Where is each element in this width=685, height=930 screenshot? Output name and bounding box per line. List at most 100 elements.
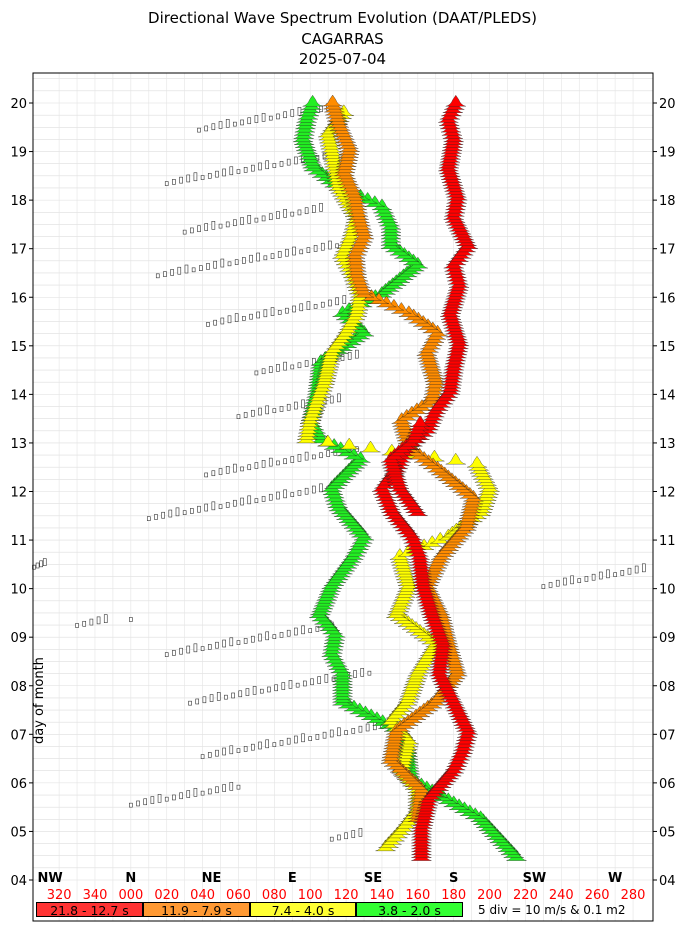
spectrum-box (276, 364, 280, 372)
x-tick-label: 200 (477, 888, 502, 903)
spectrum-box (222, 639, 226, 648)
spectrum-glyph-period-4 (302, 94, 323, 107)
spectrum-box (200, 754, 205, 759)
spectrum-tracks (293, 94, 527, 861)
spectrum-box (337, 727, 341, 737)
spectrum-box (313, 304, 318, 309)
y-tick-label-left: 12 (10, 486, 27, 501)
spectrum-box (220, 258, 225, 268)
spectrum-box (290, 109, 295, 117)
spectrum-box (182, 510, 187, 515)
spectrum-box (96, 616, 101, 625)
spectrum-box (207, 173, 212, 179)
x-tick-label: 280 (621, 888, 646, 903)
spectrum-box (175, 507, 180, 517)
y-tick-label-right: 08 (659, 680, 676, 695)
compass-label: SW (523, 871, 547, 886)
spectrum-box (313, 245, 318, 252)
spectrum-box (243, 167, 248, 173)
spectrum-box (75, 623, 79, 628)
spectrum-box (215, 786, 219, 794)
spectrum-box (360, 668, 365, 677)
spectrum-box (258, 407, 262, 416)
spectrum-box (164, 796, 169, 802)
spectrum-box (207, 644, 212, 650)
spectrum-box (358, 828, 363, 837)
spectrum-box (193, 172, 198, 182)
y-tick-label-left: 07 (10, 728, 27, 743)
spectrum-box (218, 468, 223, 475)
spectrum-box (292, 246, 296, 256)
spectrum-box (627, 567, 632, 575)
y-tick-label-left: 06 (10, 777, 27, 792)
spectrum-box (642, 563, 646, 573)
spectrum-box (261, 496, 266, 502)
spectrum-box (39, 560, 43, 568)
spectrum-glyph-period-4 (371, 198, 392, 211)
spectrum-box (227, 315, 232, 324)
y-axis-label: day of month (32, 657, 47, 744)
spectrum-box (218, 121, 223, 129)
spectrum-box (211, 221, 216, 230)
spectrum-box (290, 456, 295, 463)
legend-note: 5 div = 10 m/s & 0.1 m2 (478, 903, 626, 917)
spectrum-box (243, 412, 248, 418)
spectrum-box (259, 688, 264, 694)
spectrum-box (240, 497, 244, 506)
spectrum-box (251, 164, 255, 172)
spectrum-box (620, 570, 625, 576)
spectrum-box (249, 313, 253, 320)
y-tick-label-right: 11 (659, 534, 676, 549)
spectrum-box (254, 115, 259, 123)
spectrum-box (355, 446, 359, 453)
spectrum-box (555, 579, 560, 587)
spectrum-box (236, 169, 241, 174)
x-tick-label: 180 (441, 888, 466, 903)
spectrum-box (236, 640, 241, 645)
background-traces (32, 103, 646, 842)
x-tick-label: 060 (226, 888, 251, 903)
spectrum-box (288, 680, 293, 689)
spectrum-glyph-period-2 (361, 289, 382, 301)
spectrum-box (324, 674, 329, 683)
spectrum-box (277, 310, 282, 315)
spectrum-box (268, 115, 273, 121)
spectrum-box (225, 502, 230, 508)
spectrum-box (204, 125, 208, 132)
y-tick-label-left: 08 (10, 680, 27, 695)
spectrum-box (283, 489, 287, 499)
spectrum-box (290, 211, 295, 217)
spectrum-box (304, 207, 309, 215)
y-tick-label-left: 15 (10, 340, 27, 355)
spectrum-box (268, 366, 273, 373)
spectrum-box (272, 408, 277, 413)
x-tick-label: 080 (262, 888, 287, 903)
y-tick-label-right: 14 (659, 388, 676, 403)
spectrum-glyph-period-4 (350, 451, 371, 463)
spectrum-box (233, 463, 237, 473)
spectrum-box (258, 741, 262, 750)
x-tick-label: 120 (334, 888, 359, 903)
spectrum-box (206, 322, 210, 327)
spectrum-box (143, 798, 148, 806)
spectrum-box (315, 626, 320, 632)
legend-label-period-2: 11.9 - 7.9 s (161, 903, 232, 918)
spectrum-box (270, 307, 275, 316)
spectrum-box (129, 617, 133, 622)
spectrum-box (263, 255, 268, 261)
chart-title-line-3: 2025-07-04 (298, 50, 387, 68)
spectrum-box (281, 682, 286, 690)
spectrum-box (163, 271, 167, 277)
spectrum-box (541, 584, 546, 589)
spectrum-box (358, 725, 363, 733)
spectrum-box (261, 215, 266, 222)
spectrum-box (563, 577, 567, 586)
spectrum-box (256, 252, 261, 262)
spectrum-box (286, 158, 291, 166)
y-tick-label-left: 17 (10, 243, 27, 258)
spectrum-box (164, 652, 169, 657)
spectrum-box (258, 633, 262, 642)
spectrum-box (276, 491, 280, 500)
spectrum-box (261, 460, 266, 468)
spectrum-box (240, 217, 244, 225)
